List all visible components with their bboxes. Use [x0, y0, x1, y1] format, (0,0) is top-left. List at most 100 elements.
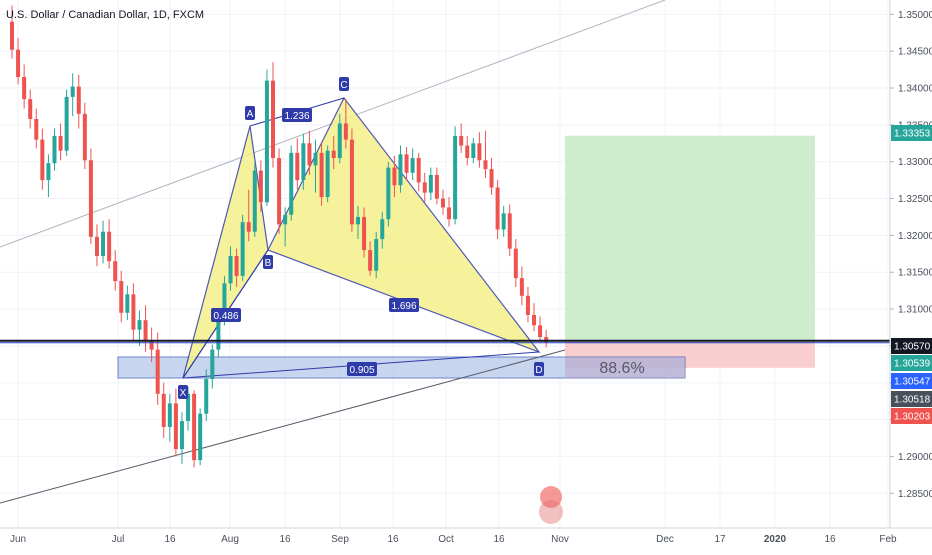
pattern-point-label: C	[340, 80, 347, 91]
prz-percent-label: 88.6%	[599, 360, 644, 377]
pattern-point-c[interactable]: C	[339, 77, 349, 91]
candle-body	[319, 152, 324, 198]
candle-body	[428, 174, 433, 193]
candle-body	[477, 143, 482, 161]
entry-lines	[0, 339, 890, 344]
candle-body	[149, 340, 154, 350]
candle-body	[447, 207, 452, 220]
candle-body	[532, 314, 537, 326]
price-label-badge	[891, 408, 932, 424]
ratio-label[interactable]: 0.486	[211, 308, 241, 322]
watermark-logo	[539, 486, 563, 524]
candle-body	[234, 256, 239, 276]
candle-body	[155, 349, 160, 394]
price-label-badge	[891, 391, 932, 407]
candle-body	[107, 231, 112, 262]
price-tick-label: 1.32000	[898, 231, 932, 242]
candle-body	[301, 143, 306, 181]
candle-body	[16, 49, 21, 77]
candle-body	[410, 158, 415, 173]
candle-body	[331, 150, 336, 159]
price-label-text: 1.33353	[894, 129, 931, 140]
time-tick-label: Aug	[221, 534, 239, 545]
candle-body	[283, 214, 288, 225]
candle-body	[101, 231, 106, 257]
ratio-label[interactable]: 1.696	[389, 298, 419, 312]
pattern-point-badge	[534, 362, 544, 376]
ratio-text: 1.696	[391, 301, 416, 312]
ratio-label[interactable]: 0.905	[347, 362, 377, 376]
candle-body	[465, 145, 470, 159]
pattern-point-label: X	[180, 388, 187, 399]
candle-body	[386, 167, 391, 220]
candle-body	[28, 99, 33, 119]
candle-body	[362, 216, 367, 251]
candle-body	[228, 256, 233, 284]
pattern-point-x[interactable]: X	[178, 385, 188, 399]
price-label-badge	[891, 338, 932, 354]
candle-body	[544, 337, 549, 343]
candle-body	[264, 80, 269, 203]
price-tick-label: 1.32500	[898, 194, 932, 205]
price-label-badge	[891, 125, 932, 141]
candle-body	[52, 135, 57, 164]
price-label-badge	[891, 355, 932, 371]
price-label-text: 1.30539	[894, 359, 931, 370]
pattern-point-d[interactable]: D	[534, 362, 544, 376]
candle-body	[434, 174, 439, 199]
candle-body	[173, 403, 178, 450]
pattern-labels: X A B C D 1.236 0.486 1.696 0.905	[178, 77, 544, 399]
pattern-point-a[interactable]: A	[245, 106, 255, 120]
time-tick-label: Nov	[551, 534, 569, 545]
price-tick-label: 1.28500	[898, 489, 932, 500]
pattern-point-badge	[178, 385, 188, 399]
time-tick-label: Oct	[438, 534, 454, 545]
candle-body	[295, 152, 300, 181]
ratio-label[interactable]: 1.236	[282, 108, 312, 122]
candle-body	[192, 393, 197, 461]
candle-body	[94, 236, 99, 257]
chart-title: U.S. Dollar / Canadian Dollar, 1D, FXCM	[6, 9, 205, 21]
price-tick-label: 1.29000	[898, 452, 932, 463]
candle-body	[404, 154, 409, 173]
candle-body	[525, 295, 530, 315]
candle-body	[277, 158, 282, 225]
time-tick-label: Jun	[10, 534, 26, 545]
candle-body	[258, 170, 263, 203]
ratio-badge	[211, 308, 241, 322]
pattern-point-badge	[245, 106, 255, 120]
candle-body	[349, 139, 354, 225]
candle-body	[167, 403, 172, 427]
candle-body	[368, 250, 373, 271]
candle-body	[113, 261, 118, 282]
price-axis: 1.350001.345001.340001.335001.330001.325…	[889, 0, 932, 528]
price-tick-label: 1.33000	[898, 157, 932, 168]
candle-body	[374, 239, 379, 271]
candle-body	[161, 393, 166, 427]
ratio-text: 0.486	[213, 311, 238, 322]
price-label-text: 1.30518	[894, 395, 931, 406]
time-tick-label: Jul	[112, 534, 125, 545]
candle-body	[137, 320, 142, 330]
target-zone[interactable]	[565, 135, 815, 341]
candle-body	[58, 135, 63, 151]
time-tick-label: Sep	[331, 534, 349, 545]
time-tick-label: Dec	[656, 534, 674, 545]
candle-body	[216, 317, 221, 350]
ratio-text: 1.236	[284, 111, 309, 122]
time-tick-label: 2020	[764, 534, 787, 545]
pattern-point-b[interactable]: B	[263, 255, 273, 269]
candle-body	[440, 198, 445, 208]
time-tick-label: 16	[279, 534, 291, 545]
candle-body	[210, 349, 215, 380]
candle-body	[343, 123, 348, 140]
candle-body	[501, 213, 506, 230]
harmonic-pattern	[182, 96, 541, 379]
candle-body	[513, 248, 518, 279]
candle-body	[204, 379, 209, 414]
lower-trend-line[interactable]	[0, 349, 566, 504]
candle-body	[422, 182, 427, 193]
candle-body	[398, 154, 403, 186]
